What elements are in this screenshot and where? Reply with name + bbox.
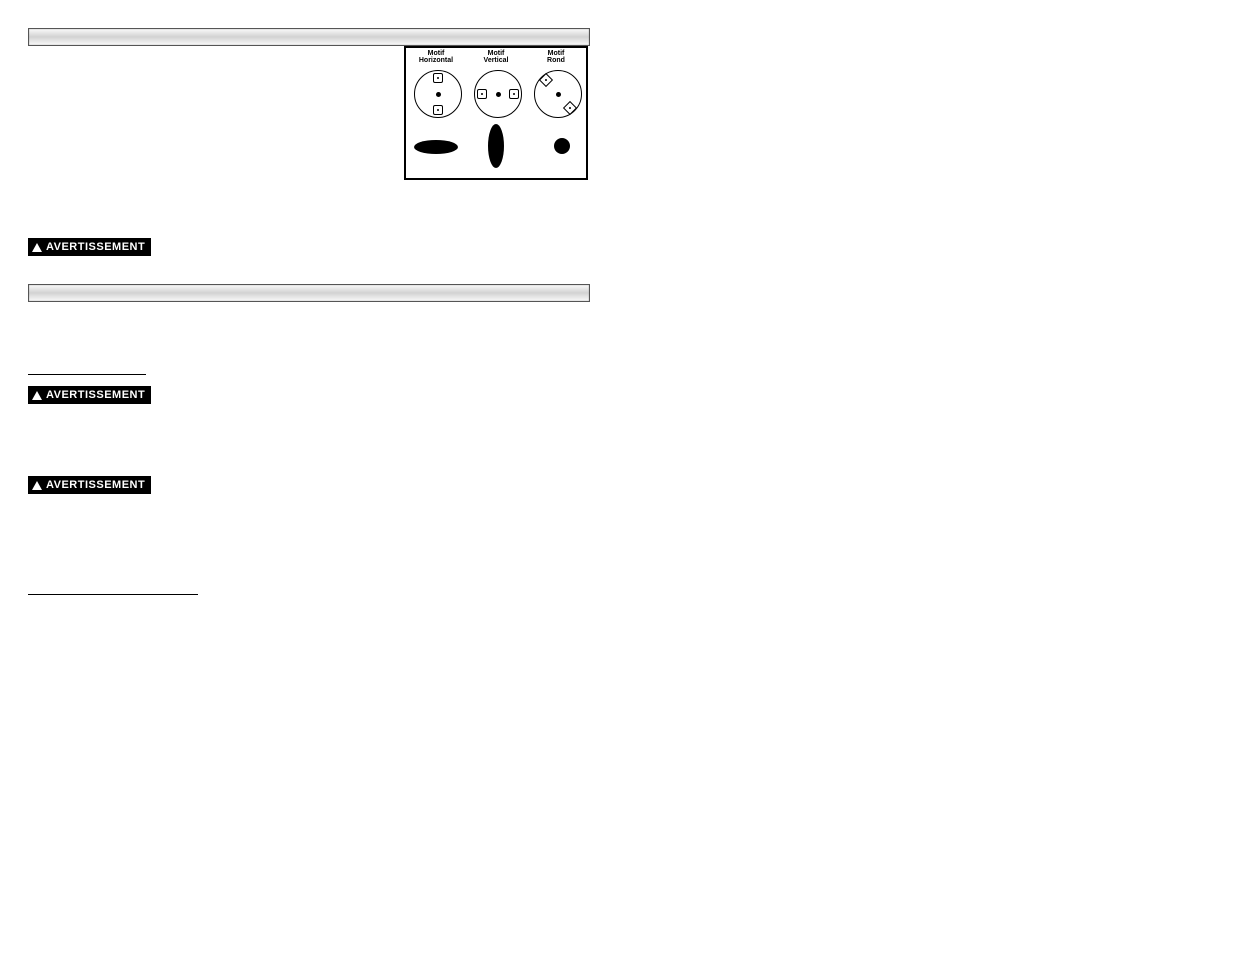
diagram-label-line: Horizontal bbox=[419, 57, 453, 64]
dial-marker-icon bbox=[477, 89, 487, 99]
spray-shape-round-icon bbox=[554, 138, 570, 154]
diagram-label-vertical: Motif Vertical bbox=[467, 50, 525, 65]
dial-marker-icon bbox=[433, 105, 443, 115]
dial-marker-icon bbox=[509, 89, 519, 99]
underlined-subsection-heading bbox=[28, 364, 146, 375]
text-block-placeholder bbox=[28, 456, 1207, 472]
document-page: Motif Horizontal Motif Vertical Motif Ro… bbox=[0, 0, 1235, 954]
dial-center-dot-icon bbox=[556, 92, 561, 97]
warning-triangle-icon bbox=[32, 243, 42, 252]
diagram-label-horizontal: Motif Horizontal bbox=[407, 50, 465, 65]
diagram-label-line: Vertical bbox=[484, 57, 509, 64]
warning-triangle-icon bbox=[32, 391, 42, 400]
spray-shape-vertical-icon bbox=[488, 124, 504, 168]
diagram-label-line: Motif bbox=[548, 50, 565, 57]
dial-marker-icon bbox=[563, 101, 577, 115]
dial-round bbox=[534, 70, 582, 118]
diagram-label-line: Motif bbox=[488, 50, 505, 57]
spray-pattern-diagram: Motif Horizontal Motif Vertical Motif Ro… bbox=[404, 46, 588, 180]
text-block-placeholder bbox=[28, 310, 1207, 358]
diagram-label-line: Rond bbox=[547, 57, 565, 64]
text-block-placeholder bbox=[28, 408, 1207, 456]
warning-label-text: AVERTISSEMENT bbox=[46, 390, 145, 401]
diagram-label-line: Motif bbox=[428, 50, 445, 57]
text-block-placeholder bbox=[28, 260, 1207, 284]
dial-vertical bbox=[474, 70, 522, 118]
section-header-bar-1 bbox=[28, 28, 590, 46]
diagram-label-round: Motif Rond bbox=[527, 50, 585, 65]
text-block-placeholder bbox=[28, 498, 1207, 578]
warning-label-text: AVERTISSEMENT bbox=[46, 242, 145, 253]
dial-marker-icon bbox=[433, 73, 443, 83]
diagram-labels-row: Motif Horizontal Motif Vertical Motif Ro… bbox=[406, 50, 586, 65]
warning-label: AVERTISSEMENT bbox=[28, 238, 151, 256]
spray-shape-horizontal-icon bbox=[414, 140, 458, 154]
text-block-placeholder bbox=[28, 186, 1207, 234]
warning-label-text: AVERTISSEMENT bbox=[46, 480, 145, 491]
warning-label: AVERTISSEMENT bbox=[28, 476, 151, 494]
warning-triangle-icon bbox=[32, 481, 42, 490]
dial-horizontal bbox=[414, 70, 462, 118]
text-block-placeholder bbox=[28, 46, 1207, 186]
dial-center-dot-icon bbox=[496, 92, 501, 97]
dial-marker-icon bbox=[539, 73, 553, 87]
dial-center-dot-icon bbox=[436, 92, 441, 97]
warning-label: AVERTISSEMENT bbox=[28, 386, 151, 404]
section-header-bar-2 bbox=[28, 284, 590, 302]
underlined-subsection-heading bbox=[28, 584, 198, 595]
